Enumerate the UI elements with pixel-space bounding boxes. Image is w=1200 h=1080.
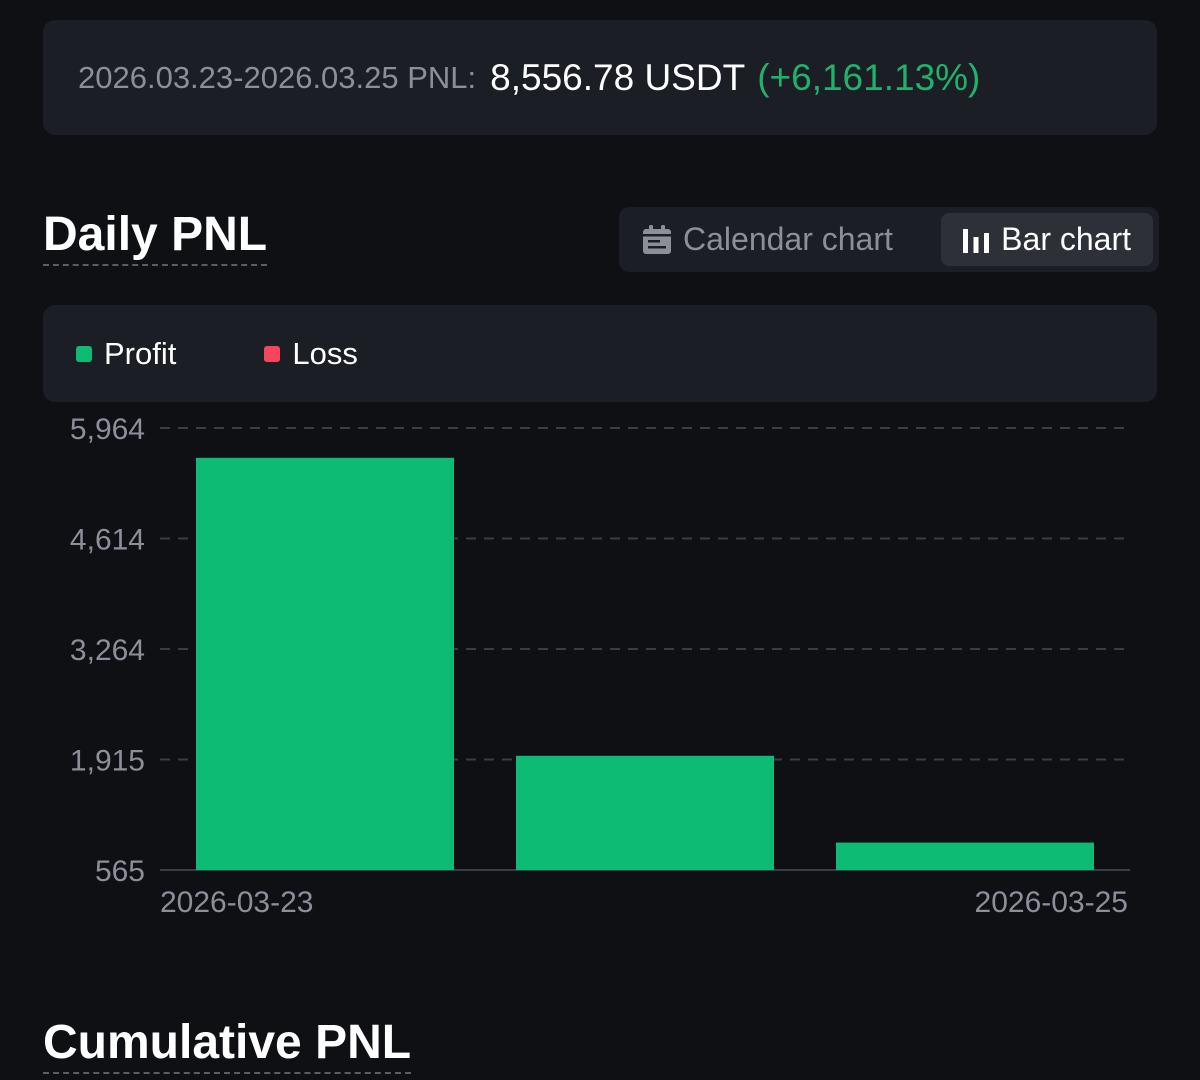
y-tick-label: 3,264: [70, 634, 145, 667]
loss-swatch: [264, 345, 281, 362]
pnl-total-value: 8,556.78 USDT: [490, 56, 746, 98]
bar-chart-label: Bar chart: [1001, 221, 1131, 257]
calendar-chart-label: Calendar chart: [683, 221, 893, 257]
calendar-icon: [643, 224, 671, 254]
y-tick-label: 1,915: [70, 744, 145, 777]
profit-swatch: [76, 345, 92, 362]
x-tick-label-first: 2026-03-23: [160, 886, 313, 919]
cumulative-pnl-title[interactable]: Cumulative PNL: [43, 1017, 412, 1075]
y-tick-label: 565: [95, 855, 145, 888]
daily-pnl-title[interactable]: Daily PNL: [43, 209, 268, 267]
calendar-chart-tab[interactable]: Calendar chart: [641, 213, 893, 266]
bar-chart-tab[interactable]: Bar chart: [941, 213, 1153, 266]
daily-pnl-bar-chart: 5,964 4,614 3,264 1,915 565 2026-03-23 2026-03…: [70, 413, 1130, 919]
chart-legend: Profit Loss: [43, 305, 1157, 402]
legend-profit-label: Profit: [104, 335, 177, 371]
bar-2026-03-23: [196, 457, 454, 870]
bar-chart-icon: [963, 228, 990, 253]
bar-2026-03-24: [516, 755, 774, 870]
legend-loss-label: Loss: [292, 335, 358, 371]
bar-2026-03-25: [836, 842, 1094, 870]
y-tick-label: 5,964: [70, 413, 145, 446]
pnl-percent-change: (+6,161.13%): [757, 56, 981, 98]
chart-type-toggle: Calendar chart Bar chart: [619, 207, 1159, 272]
pnl-summary-card: 2026.03.23-2026.03.25 PNL: 8,556.78 USDT…: [43, 20, 1157, 135]
y-tick-label: 4,614: [70, 524, 145, 557]
x-tick-label-last: 2026-03-25: [975, 886, 1128, 919]
legend-profit[interactable]: Profit: [76, 336, 176, 372]
legend-loss[interactable]: Loss: [264, 335, 358, 372]
pnl-period-label: 2026.03.23-2026.03.25 PNL:: [78, 59, 477, 95]
